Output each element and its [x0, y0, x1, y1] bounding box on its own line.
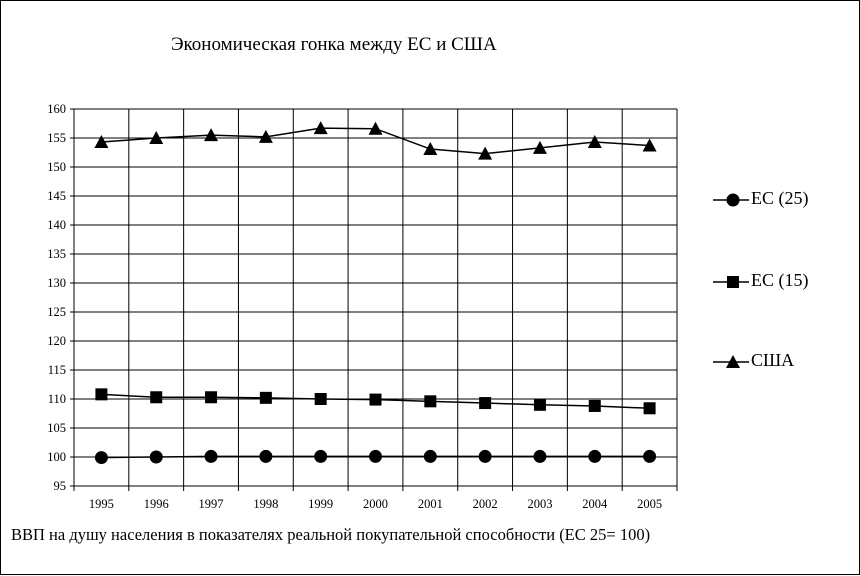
chart-caption: ВВП на душу населения в показателях реал…	[11, 525, 651, 544]
y-tick-label: 110	[48, 392, 66, 406]
data-point-circle	[423, 449, 437, 463]
data-point-square	[259, 391, 272, 404]
x-tick-label: 1998	[253, 497, 278, 511]
y-tick-label: 145	[47, 189, 66, 203]
data-point-circle	[643, 449, 657, 463]
y-tick-label: 135	[47, 247, 66, 261]
y-tick-label: 130	[47, 276, 66, 290]
data-point-triangle	[368, 121, 383, 135]
legend-marker-square	[713, 276, 749, 288]
data-point-triangle	[149, 131, 164, 144]
data-point-square	[369, 393, 382, 406]
data-point-circle	[314, 449, 328, 463]
data-point-circle	[588, 449, 602, 463]
data-point-square	[533, 398, 546, 411]
data-point-square	[643, 402, 656, 415]
x-tick-label: 2002	[473, 497, 498, 511]
data-point-triangle	[204, 128, 219, 142]
data-point-triangle	[532, 140, 547, 154]
data-point-circle	[478, 449, 492, 463]
x-tick-label: 2003	[527, 497, 552, 511]
y-tick-label: 115	[48, 363, 66, 377]
y-tick-label: 100	[47, 450, 66, 464]
data-point-triangle	[642, 138, 657, 152]
data-point-circle	[369, 449, 382, 463]
x-tick-label: 2000	[363, 497, 388, 511]
data-point-circle	[533, 449, 547, 463]
y-tick-label: 95	[54, 479, 67, 493]
data-point-square	[588, 399, 601, 412]
chart-title: Экономическая гонка между ЕС и США	[171, 34, 497, 55]
legend-label-eu25: ЕС (25)	[751, 188, 809, 208]
data-point-square	[314, 393, 327, 405]
x-tick-label: 2004	[582, 497, 608, 511]
x-tick-label: 2001	[418, 497, 443, 511]
data-point-triangle	[94, 135, 109, 149]
data-point-triangle	[258, 129, 273, 143]
y-tick-label: 120	[47, 334, 66, 348]
y-tick-label: 155	[47, 131, 66, 145]
data-point-triangle	[587, 135, 602, 149]
y-tick-label: 150	[47, 160, 66, 174]
data-point-triangle	[478, 146, 493, 160]
data-point-circle	[149, 450, 163, 464]
data-point-square	[95, 388, 108, 401]
legend-label-usa: США	[751, 350, 795, 370]
data-point-circle	[259, 449, 273, 463]
data-point-square	[479, 397, 492, 410]
y-tick-label: 160	[47, 102, 66, 116]
x-tick-label: 1999	[308, 497, 333, 511]
data-point-square	[205, 391, 218, 404]
x-tick-label: 1995	[89, 497, 114, 511]
x-tick-label: 1996	[144, 497, 169, 511]
data-point-triangle	[423, 142, 438, 156]
data-point-square	[424, 395, 437, 408]
data-point-square	[150, 391, 163, 404]
legend-label-eu15: ЕС (15)	[751, 270, 809, 290]
y-tick-label: 105	[47, 421, 66, 435]
data-point-triangle	[313, 121, 328, 135]
y-tick-label: 125	[47, 305, 66, 319]
legend-marker-circle	[713, 193, 749, 207]
y-tick-label: 140	[47, 218, 66, 232]
x-tick-label: 2005	[637, 497, 662, 511]
data-point-circle	[94, 451, 108, 465]
legend-marker-triangle	[713, 355, 749, 368]
x-tick-label: 1997	[199, 497, 224, 511]
data-point-circle	[204, 449, 218, 463]
